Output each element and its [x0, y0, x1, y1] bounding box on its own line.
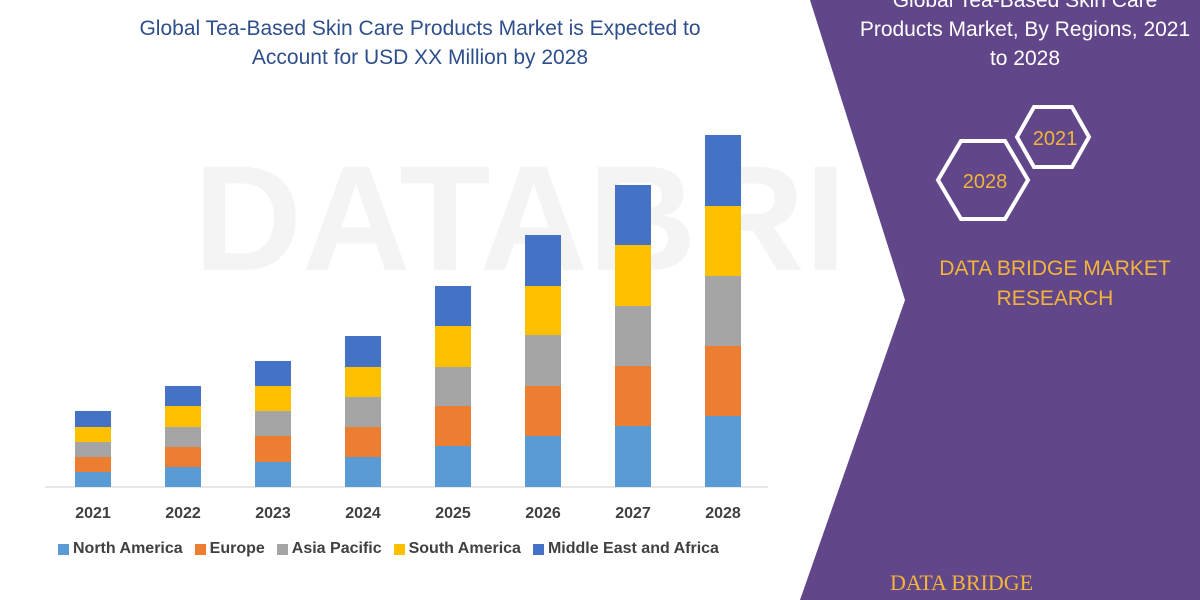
bar-segment: [75, 457, 111, 472]
legend-label: Europe: [209, 540, 265, 557]
watermark: DATABRI: [194, 134, 847, 302]
x-tick-label: 2021: [75, 505, 111, 522]
legend-item: Asia Pacific: [276, 540, 382, 558]
bar-segment: [165, 467, 201, 487]
bar-segment: [615, 366, 651, 426]
bar-segment: [345, 367, 381, 397]
x-tick-label: 2022: [165, 505, 201, 522]
bar-segment: [435, 326, 471, 367]
bar-segment: [435, 367, 471, 406]
legend-item: Europe: [194, 540, 265, 558]
bar-segment: [255, 411, 291, 436]
bar-segment: [75, 427, 111, 442]
bar-segment: [705, 135, 741, 206]
brand: DATA BRIDGE MARKET RESEARCH: [939, 257, 1171, 310]
bar-segment: [435, 446, 471, 487]
legend: North America Europe Asia Pacific South Ame…: [58, 540, 719, 558]
bar-segment: [525, 286, 561, 335]
x-tick-label: 2026: [525, 505, 561, 522]
bar-segment: [705, 276, 741, 346]
bar-segment: [705, 346, 741, 416]
legend-label: South America: [408, 540, 521, 557]
legend-swatch: [393, 543, 405, 555]
hexagon-label: 2021: [1033, 128, 1078, 150]
bar-segment: [525, 335, 561, 386]
logo: DATA BRIDGE: [890, 570, 1033, 595]
bar-segment: [525, 386, 561, 436]
side-panel: [800, 0, 1200, 600]
bar-segment: [165, 447, 201, 467]
legend-swatch: [532, 543, 544, 555]
bar-segment: [705, 206, 741, 276]
x-tick-label: 2027: [615, 505, 651, 522]
bar-segment: [75, 411, 111, 427]
x-tick-label: 2025: [435, 505, 471, 522]
bar-segment: [165, 386, 201, 406]
hexagon-label: 2028: [963, 171, 1008, 193]
panel-title: Global Tea-Based Skin Care Products Mark…: [859, 0, 1191, 70]
legend-item: North America: [58, 540, 183, 558]
legend-swatch: [194, 543, 206, 555]
legend-swatch: [276, 543, 288, 555]
x-tick-label: 2024: [345, 505, 381, 522]
bar-segment: [435, 286, 471, 326]
hexagon: [935, 139, 1031, 221]
legend-label: North America: [73, 540, 183, 557]
bar-segment: [345, 397, 381, 427]
bar-segment: [345, 427, 381, 457]
bar-segment: [255, 462, 291, 487]
bar-segment: [75, 472, 111, 487]
bar-segment: [255, 361, 291, 386]
bar-segment: [615, 306, 651, 366]
legend-label: Asia Pacific: [291, 540, 382, 557]
bar-segment: [435, 406, 471, 446]
bar-segment: [525, 235, 561, 286]
bar-segment: [255, 386, 291, 411]
bar-segment: [165, 406, 201, 427]
chart-title: Global Tea-Based Skin Care Products Mark…: [139, 17, 701, 69]
bar-segment: [75, 442, 111, 457]
bar-segment: [345, 336, 381, 367]
bar-segment: [255, 436, 291, 462]
bar-segment: [615, 245, 651, 306]
legend-label: Middle East and Africa: [547, 540, 719, 557]
bar-segment: [525, 436, 561, 487]
x-tick-label: 2023: [255, 505, 291, 522]
legend-item: South America: [393, 540, 521, 558]
legend-item: Middle East and Africa: [532, 540, 719, 558]
bar-segment: [705, 416, 741, 487]
bar-segment: [615, 185, 651, 245]
bar-segment: [615, 426, 651, 487]
bar-segment: [345, 457, 381, 487]
hexagon: [1014, 105, 1092, 169]
x-tick-label: 2028: [705, 505, 741, 522]
legend-swatch: [58, 543, 69, 555]
bar-segment: [165, 427, 201, 447]
